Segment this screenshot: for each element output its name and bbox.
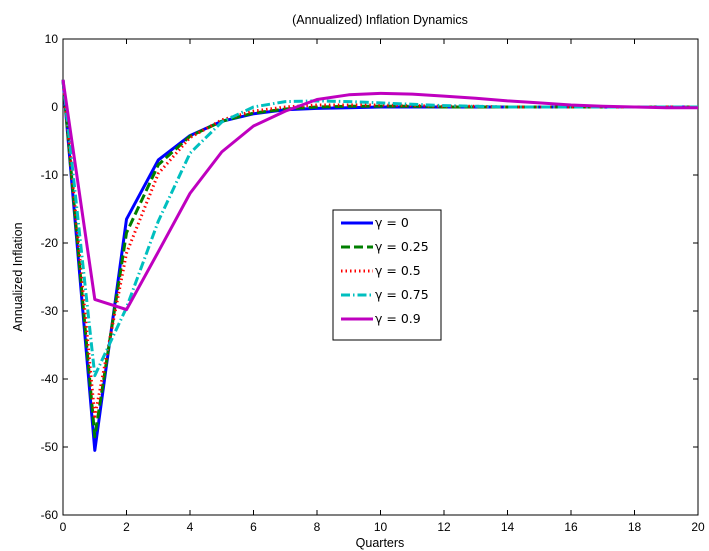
legend-label: γ = 0.9 <box>375 311 421 326</box>
legend-label: γ = 0.75 <box>375 287 429 302</box>
y-tick-label: -20 <box>41 236 59 250</box>
chart-title: (Annualized) Inflation Dynamics <box>292 13 468 27</box>
x-tick-label: 6 <box>250 520 257 534</box>
x-tick-label: 16 <box>564 520 578 534</box>
legend-label: γ = 0 <box>375 215 409 230</box>
x-tick-label: 14 <box>501 520 515 534</box>
y-tick-label: 10 <box>45 32 59 46</box>
x-tick-label: 20 <box>691 520 705 534</box>
legend-label: γ = 0.25 <box>375 239 429 254</box>
series-line-4 <box>61 79 698 312</box>
x-tick-label: 18 <box>628 520 642 534</box>
legend-label: γ = 0.5 <box>375 263 421 278</box>
x-axis-label: Quarters <box>356 536 405 550</box>
y-tick-label: -50 <box>41 440 59 454</box>
y-tick-label: -10 <box>41 168 59 182</box>
x-tick-label: 10 <box>374 520 388 534</box>
y-tick-label: -40 <box>41 372 59 386</box>
x-tick-label: 8 <box>314 520 321 534</box>
y-axis-label: Annualized Inflation <box>11 222 25 331</box>
x-tick-label: 12 <box>437 520 451 534</box>
x-tick-label: 4 <box>187 520 194 534</box>
x-tick-label: 2 <box>123 520 130 534</box>
legend: γ = 0 γ = 0.25 γ = 0.5 γ = 0.75 γ = 0.9 <box>332 209 442 341</box>
y-tick-label: 0 <box>51 100 58 114</box>
series-lines <box>61 79 698 452</box>
x-tick-label: 0 <box>60 520 67 534</box>
y-tick-label: -30 <box>41 304 59 318</box>
axis-ticks: 0 2 4 6 8 10 12 14 16 18 20 10 0 -10 -20 -30 -40 -50 -60 <box>41 32 705 534</box>
y-tick-label: -60 <box>41 508 59 522</box>
series-line-1 <box>61 79 698 439</box>
